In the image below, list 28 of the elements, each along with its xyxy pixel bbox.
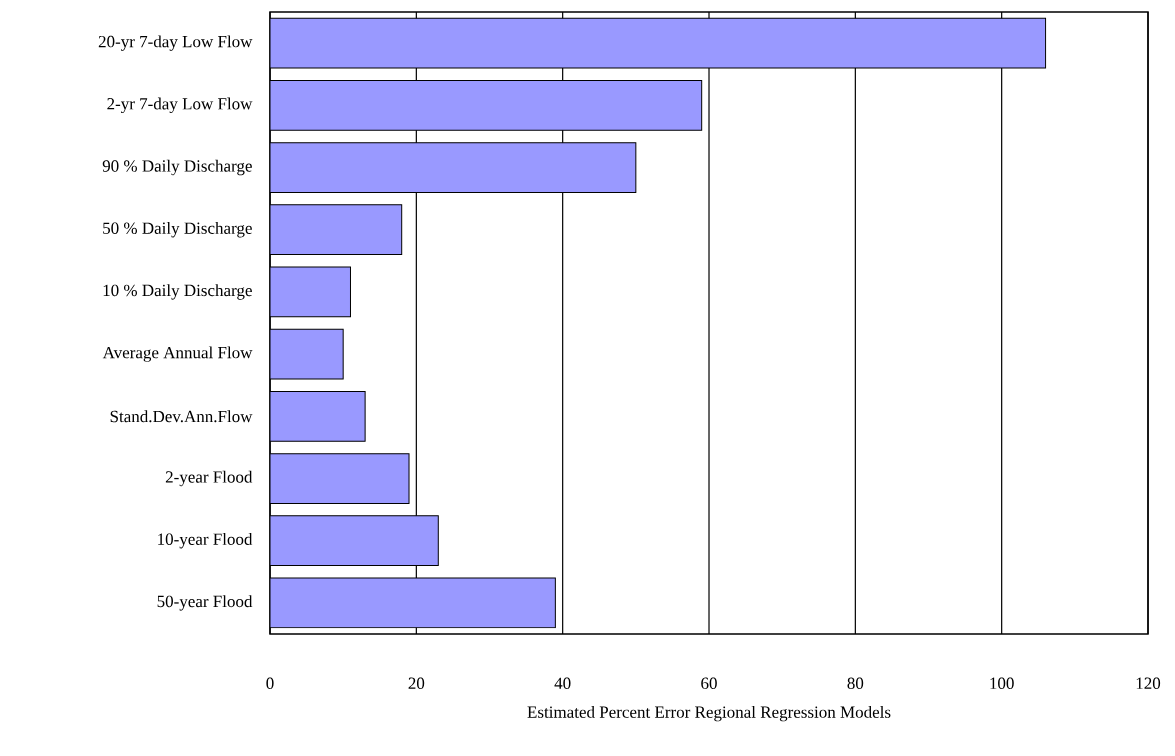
x-tick-label: 60 [701,677,717,690]
bar [270,204,403,256]
x-tick-label: 120 [1136,677,1161,690]
y-tick-label: 20-yr 7-day Low Flow [98,35,253,51]
bar [270,328,344,380]
x-axis-title: Estimated Percent Error Regional Regression Models [527,705,891,722]
x-tick-label: 40 [554,677,571,690]
bar [270,17,1047,69]
bar [270,577,556,629]
y-tick-label: 2-yr 7-day Low Flow [107,97,253,114]
bar [270,515,439,567]
y-tick-label: 50 % Daily Discharge [103,221,252,238]
bar [270,390,366,442]
y-tick-label: 50-year Flood [157,595,253,611]
y-tick-label: 10 % Daily Discharge [103,284,252,300]
bar [270,79,703,131]
bar [270,142,637,193]
x-tick-label: 80 [847,677,864,690]
bar [270,453,410,504]
x-tick-label: 20 [408,677,425,690]
y-tick-label: 2-year Flood [165,470,253,487]
bar [270,266,351,318]
y-tick-label: Stand.Dev.Ann.Flow [110,410,253,423]
x-tick-label: 0 [266,677,274,690]
y-tick-label: Average Annual Flow [102,346,253,362]
y-tick-label: 90 % Daily Discharge [102,159,252,176]
y-tick-label: 10-year Flood [158,532,253,549]
x-tick-label: 100 [990,677,1014,690]
